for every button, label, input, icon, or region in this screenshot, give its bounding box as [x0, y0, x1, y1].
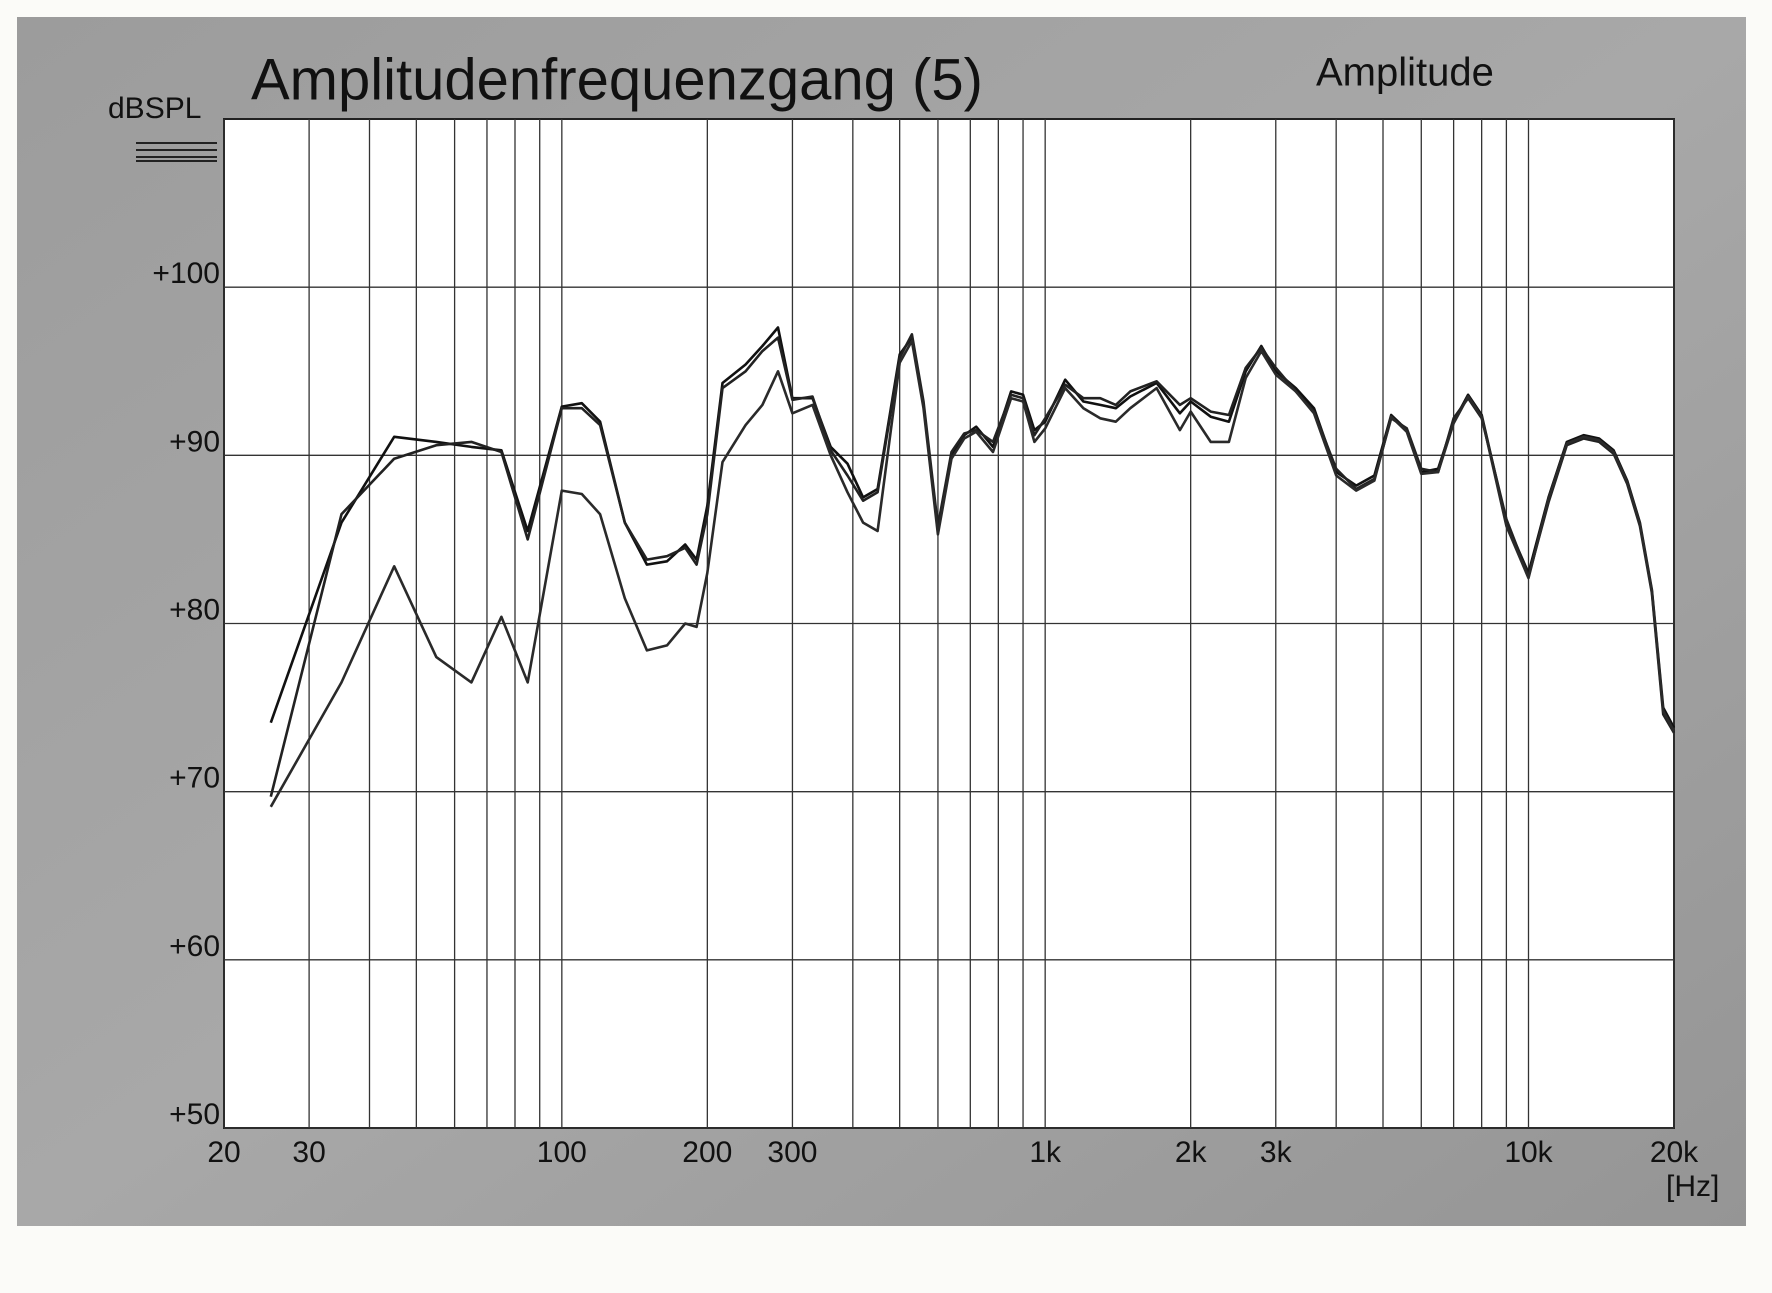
y-tick-label: +80: [169, 593, 220, 626]
y-tick-label: +50: [169, 1098, 220, 1131]
x-tick-label: 200: [682, 1136, 732, 1169]
y-tick-label: +90: [169, 425, 220, 458]
x-tick-label: 3k: [1260, 1136, 1293, 1169]
x-tick-label: 10k: [1504, 1136, 1553, 1169]
x-tick-label: 20k: [1650, 1136, 1699, 1169]
x-tick-label: 300: [767, 1136, 817, 1169]
x-axis-label: [Hz]: [1666, 1170, 1719, 1203]
x-tick-label: 20: [207, 1136, 240, 1169]
y-tick-label: +70: [169, 762, 220, 795]
x-tick-label: 2k: [1175, 1136, 1208, 1169]
x-tick-label: 100: [537, 1136, 587, 1169]
y-axis-label: dBSPL: [108, 92, 201, 125]
series-line: [269, 339, 1676, 808]
unit-icon: [136, 142, 217, 162]
chart-title: Amplitudenfrequenzgang (5): [251, 47, 983, 112]
subtitle: Amplitude: [1316, 51, 1494, 95]
y-tick-label: +100: [152, 257, 220, 290]
x-tick-label: 1k: [1029, 1136, 1062, 1169]
x-tick-label: 30: [292, 1136, 325, 1169]
y-tick-label: +60: [169, 930, 220, 963]
